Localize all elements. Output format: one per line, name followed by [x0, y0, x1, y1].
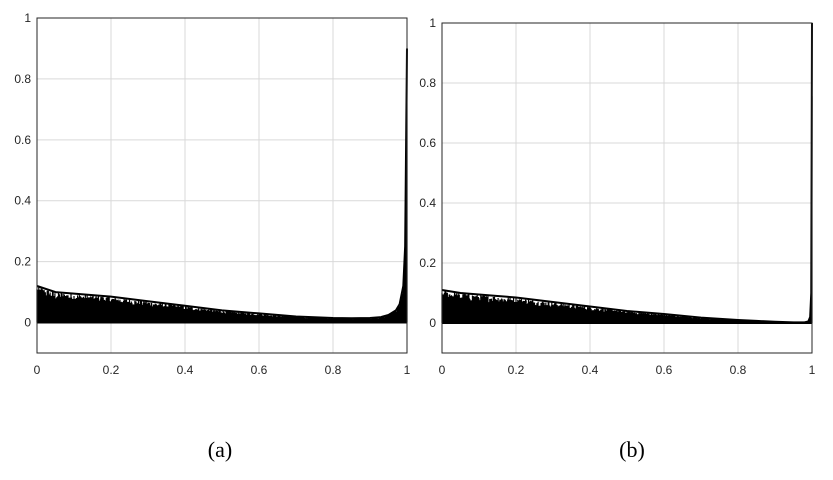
x-tick-label: 0.4	[582, 363, 599, 377]
axes-box	[36, 17, 408, 354]
y-tick-label: 0.6	[419, 136, 436, 150]
x-tick-label: 0.6	[656, 363, 673, 377]
y-tick-label: 0.4	[14, 194, 31, 208]
y-tick-label: 1	[429, 16, 436, 30]
x-tick-label: 1	[404, 363, 411, 377]
y-tick-label: 0	[429, 316, 436, 330]
y-tick-label: 1	[24, 11, 31, 25]
panel-caption: (a)	[208, 437, 232, 462]
y-tick-label: 0.8	[14, 72, 31, 86]
panel-a: 0 0.2 0.4 0.6 0.8 1 0 0.2 0.4 0.6 0.8 1 (a)	[14, 11, 410, 462]
y-tick-label: 0.6	[14, 133, 31, 147]
x-tick-label: 0.2	[508, 363, 525, 377]
y-tick-label: 0.4	[419, 196, 436, 210]
y-tick-label: 0.2	[14, 255, 31, 269]
signal-envelope-line	[441, 22, 813, 324]
x-tick-label: 0	[34, 363, 41, 377]
axes-box	[441, 22, 813, 354]
x-tick-label: 0	[439, 363, 446, 377]
x-tick-label: 0.6	[251, 363, 268, 377]
y-tick-label: 0.2	[419, 256, 436, 270]
x-tick-label: 1	[809, 363, 816, 377]
x-tick-label: 0.8	[730, 363, 747, 377]
plot-area	[442, 23, 812, 353]
y-tick-label: 0	[24, 316, 31, 330]
x-tick-label: 0.2	[103, 363, 120, 377]
x-tick-label: 0.8	[325, 363, 342, 377]
y-tick-label: 0.8	[419, 76, 436, 90]
signal-envelope-line	[36, 48, 408, 320]
x-tick-label: 0.4	[177, 363, 194, 377]
panel-b: 0 0.2 0.4 0.6 0.8 1 0 0.2 0.4 0.6 0.8 1 (b)	[419, 16, 815, 462]
panel-caption: (b)	[619, 437, 645, 462]
